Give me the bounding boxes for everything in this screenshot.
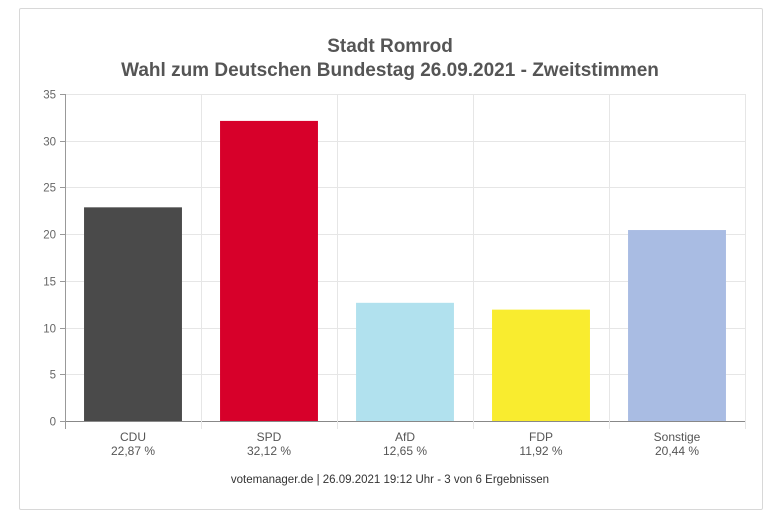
bar-value-label: 22,87 % <box>111 444 155 458</box>
chart-footer: votemanager.de | 26.09.2021 19:12 Uhr - … <box>230 474 550 486</box>
y-tick-label: 10 <box>43 324 56 336</box>
bar-value-label: 12,65 % <box>383 444 427 458</box>
bar-value-label: 20,44 % <box>655 444 699 458</box>
y-tick-label: 15 <box>43 277 56 289</box>
bar-sonstige <box>628 230 726 421</box>
bar-value-label: 11,92 % <box>519 444 562 458</box>
y-tick-label: 30 <box>43 137 56 149</box>
bar-spd <box>220 120 318 422</box>
x-category-label: SPD <box>257 430 282 444</box>
y-tick-label: 35 <box>43 90 56 102</box>
x-category-label: FDP <box>529 430 553 444</box>
x-category-label: CDU <box>120 430 146 444</box>
y-tick-label: 20 <box>43 230 56 242</box>
x-category-label: AfD <box>395 430 415 444</box>
chart-subtitle: Wahl zum Deutschen Bundestag 26.09.2021 … <box>121 60 659 81</box>
bar-cdu <box>84 207 182 421</box>
bar-afd <box>356 302 454 421</box>
y-tick-label: 5 <box>50 370 56 382</box>
y-tick-label: 25 <box>43 183 56 195</box>
bar-value-label: 32,12 % <box>247 444 291 458</box>
chart-title: Stadt Romrod <box>327 36 453 57</box>
y-tick-label: 0 <box>50 417 56 429</box>
bar-fdp <box>492 309 590 421</box>
x-category-label: Sonstige <box>654 430 701 444</box>
